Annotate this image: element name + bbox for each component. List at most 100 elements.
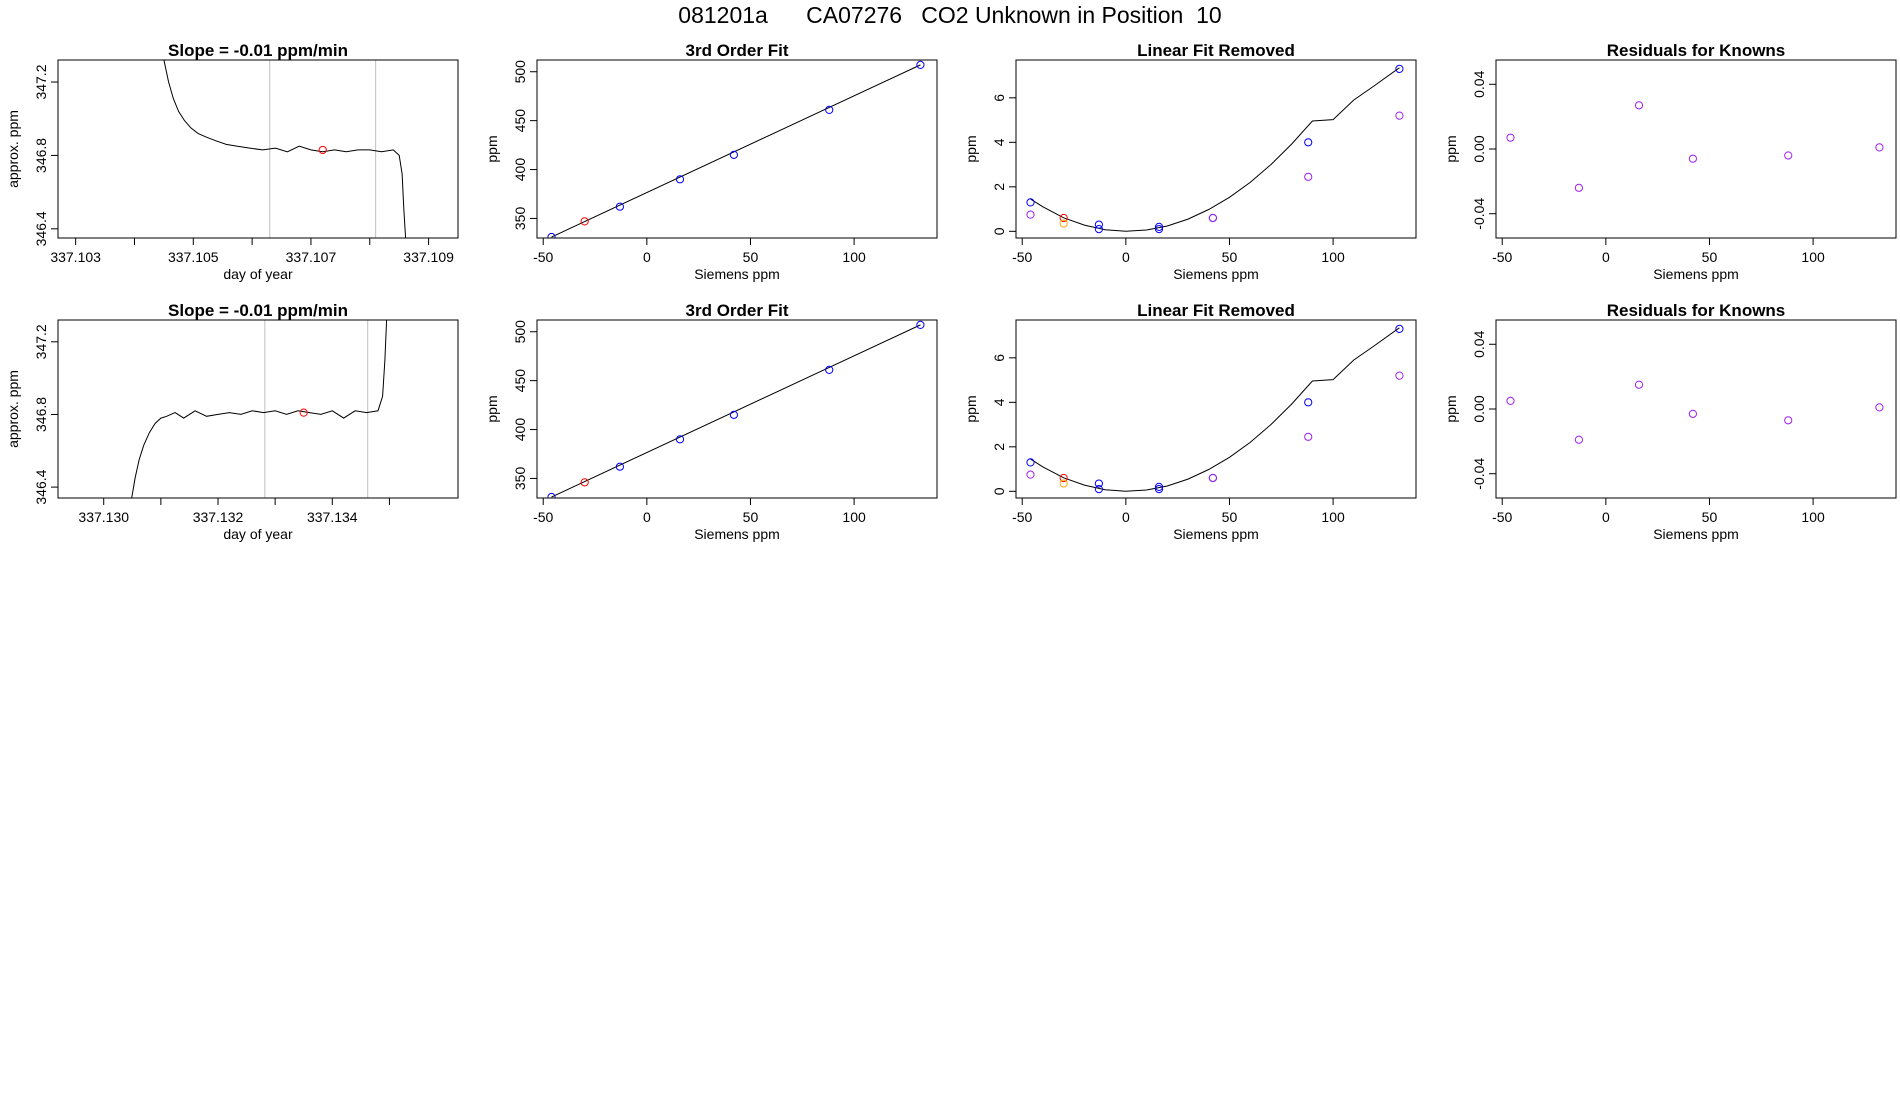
fit-line <box>551 64 921 238</box>
x-tick-label: 0 <box>1122 249 1130 265</box>
plot-frame <box>57 319 459 499</box>
plot-frame <box>536 59 938 239</box>
x-tick-label: -50 <box>533 509 553 525</box>
plot-frame <box>1495 59 1897 239</box>
x-tick-label: -50 <box>1012 249 1032 265</box>
data-point <box>675 175 685 184</box>
x-tick-label: -50 <box>533 249 553 265</box>
chart-panel-8: -50 0 50 100 -0.04 0.00 0.04 Residuals for Know… <box>1443 301 1897 542</box>
data-point <box>1634 380 1644 389</box>
data-point <box>1395 64 1404 74</box>
data-point <box>1304 172 1313 181</box>
y-axis-label: ppm <box>484 395 500 422</box>
plot-area <box>1506 380 1884 444</box>
x-tick-label: 100 <box>842 509 866 525</box>
plot-area <box>547 320 925 498</box>
y-axis-label: ppm <box>963 395 979 422</box>
y-tick-label: 450 <box>512 109 528 133</box>
data-point <box>1875 403 1884 412</box>
plot-area <box>131 320 388 498</box>
x-axis-label: Siemens ppm <box>694 266 780 282</box>
y-tick-label: 347.2 <box>33 64 49 99</box>
y-tick-label: 0.04 <box>1471 70 1487 97</box>
y-tick-label: 347.2 <box>33 324 49 359</box>
y-tick-label: 6 <box>991 94 1007 102</box>
x-tick-label: -50 <box>1492 509 1512 525</box>
data-point <box>1026 470 1035 479</box>
x-tick-label: 337.130 <box>78 509 129 525</box>
data-point <box>1506 133 1515 142</box>
plot-frame <box>57 59 459 239</box>
x-tick-label: 337.107 <box>286 249 337 265</box>
y-tick-label: 0.04 <box>1471 330 1487 357</box>
y-tick-label: 0.00 <box>1471 395 1487 422</box>
x-axis-label: Siemens ppm <box>1653 526 1739 542</box>
data-point <box>547 492 556 498</box>
data-point <box>1059 473 1068 483</box>
data-point <box>1395 111 1404 120</box>
y-tick-label: 4 <box>991 398 1007 406</box>
page-title: 081201a CA07276 CO2 Unknown in Position … <box>678 2 1222 28</box>
chart-panel-2: -50 0 50 100 350 400 450 500 3rd Order Fit Siemen… <box>484 41 938 282</box>
data-point <box>916 320 925 329</box>
y-tick-label: 346.4 <box>33 469 49 504</box>
x-tick-label: 50 <box>1702 249 1718 265</box>
data-point <box>1574 183 1584 192</box>
x-tick-label: 337.103 <box>50 249 101 265</box>
y-tick-label: 500 <box>512 320 528 344</box>
data-point <box>729 410 738 419</box>
data-point <box>1059 213 1068 223</box>
data-point <box>1026 458 1035 467</box>
y-axis-label: approx. ppm <box>5 110 21 188</box>
data-point <box>825 365 834 374</box>
y-tick-label: 350 <box>512 467 528 491</box>
chart-title: Slope = -0.01 ppm/min <box>168 41 348 60</box>
series-line <box>131 320 388 498</box>
y-tick-label: 500 <box>512 60 528 84</box>
series-line <box>163 60 407 238</box>
data-point <box>1059 479 1068 488</box>
data-point <box>1208 213 1217 223</box>
data-point <box>1634 101 1644 110</box>
chart-panel-3: -50 0 50 100 0 2 4 6 Linear Fit Removed Siemens p… <box>963 41 1417 282</box>
x-tick-label: 100 <box>1801 509 1825 525</box>
y-tick-label: -0.04 <box>1471 198 1487 230</box>
data-point <box>1506 396 1515 406</box>
y-tick-label: 346.8 <box>33 397 49 432</box>
x-tick-label: 100 <box>1321 509 1345 525</box>
y-tick-label: 0 <box>991 487 1007 495</box>
chart-panel-4: -50 0 50 100 -0.04 0.00 0.04 Residuals for Know… <box>1443 41 1897 282</box>
chart-panel-6: -50 0 50 100 350 400 450 500 3rd Order Fit Siemen… <box>484 301 938 542</box>
plot-area <box>1026 324 1404 494</box>
fit-curve <box>1030 327 1400 492</box>
chart-title: Linear Fit Removed <box>1137 301 1295 320</box>
x-tick-label: 0 <box>1122 509 1130 525</box>
y-axis-label: ppm <box>484 135 500 162</box>
x-tick-label: 337.105 <box>168 249 219 265</box>
x-tick-label: 0 <box>1602 249 1610 265</box>
chart-title: Slope = -0.01 ppm/min <box>168 301 348 320</box>
y-tick-label: 350 <box>512 207 528 231</box>
data-point <box>1154 485 1164 494</box>
x-tick-label: 337.134 <box>307 509 358 525</box>
chart-panel-7: -50 0 50 100 0 2 4 6 Linear Fit Removed Siemens p… <box>963 301 1417 542</box>
x-tick-label: 337.109 <box>403 249 454 265</box>
data-point <box>729 150 738 159</box>
data-point <box>299 408 308 417</box>
data-point <box>1094 225 1104 234</box>
plot-area <box>163 60 407 238</box>
x-tick-label: 50 <box>743 509 759 525</box>
x-axis-label: Siemens ppm <box>1173 266 1259 282</box>
x-tick-label: 0 <box>643 249 651 265</box>
plot-area <box>547 60 925 238</box>
x-tick-label: -50 <box>1012 509 1032 525</box>
fit-curve <box>1030 67 1400 232</box>
y-tick-label: -0.04 <box>1471 458 1487 490</box>
data-point <box>1395 324 1404 333</box>
data-point <box>1208 473 1217 483</box>
data-point <box>1395 371 1404 380</box>
data-point <box>1574 435 1584 444</box>
data-point <box>318 145 327 155</box>
data-point <box>615 202 625 211</box>
